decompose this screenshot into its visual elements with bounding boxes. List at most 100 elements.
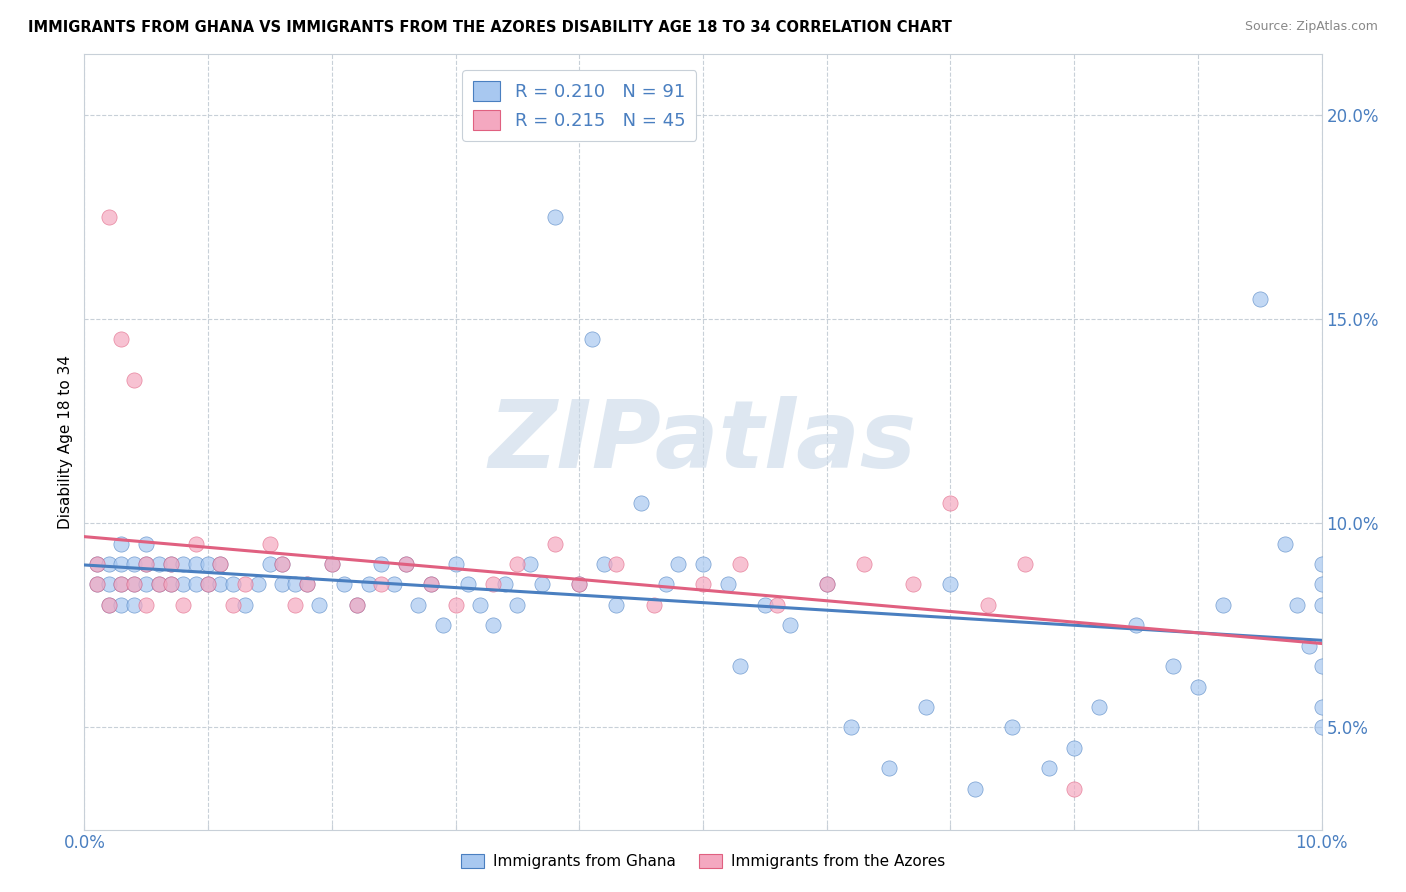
Point xyxy=(1063,740,1085,755)
Point xyxy=(86,557,108,571)
Point xyxy=(568,577,591,591)
Point xyxy=(148,577,170,591)
Point xyxy=(543,210,565,224)
Point xyxy=(110,557,132,571)
Point xyxy=(444,557,467,571)
Point xyxy=(197,557,219,571)
Point xyxy=(271,577,294,591)
Point xyxy=(135,598,157,612)
Point xyxy=(197,577,219,591)
Point xyxy=(98,598,121,612)
Point xyxy=(172,598,194,612)
Point xyxy=(432,618,454,632)
Point xyxy=(160,557,183,571)
Point xyxy=(481,618,503,632)
Point xyxy=(295,577,318,591)
Point xyxy=(321,557,343,571)
Point xyxy=(370,557,392,571)
Point xyxy=(655,577,678,591)
Point xyxy=(184,536,207,550)
Point xyxy=(122,577,145,591)
Point xyxy=(86,577,108,591)
Point xyxy=(135,557,157,571)
Point xyxy=(605,557,627,571)
Point xyxy=(1212,598,1234,612)
Point xyxy=(815,577,838,591)
Y-axis label: Disability Age 18 to 34: Disability Age 18 to 34 xyxy=(58,354,73,529)
Point xyxy=(110,577,132,591)
Point xyxy=(692,557,714,571)
Point xyxy=(370,577,392,591)
Point xyxy=(852,557,875,571)
Point xyxy=(1249,292,1271,306)
Point xyxy=(148,557,170,571)
Point xyxy=(605,598,627,612)
Point xyxy=(1014,557,1036,571)
Point xyxy=(98,210,121,224)
Point xyxy=(86,577,108,591)
Point xyxy=(284,577,307,591)
Point xyxy=(506,557,529,571)
Point xyxy=(246,577,269,591)
Point xyxy=(1310,557,1333,571)
Point xyxy=(308,598,330,612)
Point xyxy=(728,659,751,673)
Point xyxy=(494,577,516,591)
Point xyxy=(122,577,145,591)
Point xyxy=(197,577,219,591)
Text: IMMIGRANTS FROM GHANA VS IMMIGRANTS FROM THE AZORES DISABILITY AGE 18 TO 34 CORR: IMMIGRANTS FROM GHANA VS IMMIGRANTS FROM… xyxy=(28,20,952,35)
Point xyxy=(419,577,441,591)
Point xyxy=(692,577,714,591)
Point xyxy=(1125,618,1147,632)
Point xyxy=(333,577,356,591)
Point xyxy=(666,557,689,571)
Point xyxy=(568,577,591,591)
Point xyxy=(209,557,232,571)
Point xyxy=(1310,721,1333,735)
Point xyxy=(728,557,751,571)
Point xyxy=(395,557,418,571)
Point xyxy=(382,577,405,591)
Point xyxy=(1298,639,1320,653)
Point xyxy=(815,577,838,591)
Point xyxy=(259,557,281,571)
Legend: Immigrants from Ghana, Immigrants from the Azores: Immigrants from Ghana, Immigrants from t… xyxy=(454,848,952,875)
Point xyxy=(1310,700,1333,714)
Point xyxy=(209,557,232,571)
Point xyxy=(271,557,294,571)
Legend: R = 0.210   N = 91, R = 0.215   N = 45: R = 0.210 N = 91, R = 0.215 N = 45 xyxy=(463,70,696,141)
Point xyxy=(222,598,245,612)
Point xyxy=(110,598,132,612)
Point xyxy=(135,557,157,571)
Point xyxy=(766,598,789,612)
Point xyxy=(346,598,368,612)
Point xyxy=(160,577,183,591)
Point xyxy=(357,577,380,591)
Text: Source: ZipAtlas.com: Source: ZipAtlas.com xyxy=(1244,20,1378,33)
Point xyxy=(419,577,441,591)
Point xyxy=(160,557,183,571)
Point xyxy=(259,536,281,550)
Point xyxy=(1310,577,1333,591)
Point xyxy=(643,598,665,612)
Point xyxy=(1310,598,1333,612)
Point xyxy=(346,598,368,612)
Point xyxy=(1038,761,1060,775)
Point xyxy=(903,577,925,591)
Point xyxy=(1310,659,1333,673)
Point xyxy=(98,557,121,571)
Point xyxy=(593,557,616,571)
Point xyxy=(135,577,157,591)
Point xyxy=(122,598,145,612)
Point xyxy=(172,577,194,591)
Point xyxy=(457,577,479,591)
Point xyxy=(98,598,121,612)
Point xyxy=(531,577,554,591)
Point xyxy=(914,700,936,714)
Point xyxy=(779,618,801,632)
Point xyxy=(271,557,294,571)
Point xyxy=(470,598,492,612)
Point xyxy=(295,577,318,591)
Point xyxy=(1161,659,1184,673)
Point xyxy=(122,557,145,571)
